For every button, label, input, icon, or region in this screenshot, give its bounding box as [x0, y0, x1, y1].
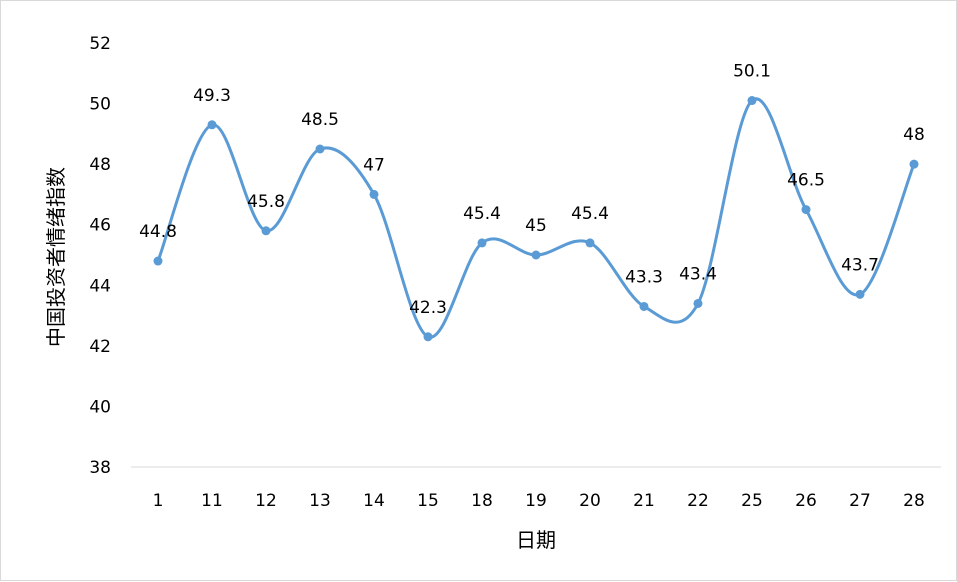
y-tick-label: 48	[89, 155, 111, 175]
data-point	[261, 226, 271, 236]
data-label: 45.4	[571, 204, 609, 224]
x-tick-label: 20	[579, 491, 601, 511]
data-label: 47	[363, 155, 385, 175]
data-point	[801, 205, 811, 215]
y-tick-label: 42	[89, 337, 111, 357]
data-point	[855, 289, 865, 299]
x-tick-label: 18	[471, 491, 493, 511]
data-point	[585, 238, 595, 248]
data-point	[639, 301, 649, 311]
y-axis-ticks: 38 40 42 44 46 48 50 52	[89, 34, 111, 478]
x-tick-label: 11	[201, 491, 223, 511]
x-tick-label: 12	[255, 491, 277, 511]
data-label: 50.1	[733, 62, 771, 82]
y-tick-label: 44	[89, 276, 111, 296]
y-tick-label: 52	[89, 34, 111, 54]
data-label: 43.7	[841, 255, 879, 275]
data-label: 46.5	[787, 171, 825, 191]
x-tick-label: 21	[633, 491, 655, 511]
data-point	[693, 298, 703, 308]
data-label: 45	[525, 216, 547, 236]
data-label: 48.5	[301, 110, 339, 130]
data-label: 48	[903, 125, 925, 145]
y-tick-label: 46	[89, 216, 111, 236]
data-label: 44.8	[139, 222, 177, 242]
x-tick-label: 15	[417, 491, 439, 511]
data-point	[423, 332, 433, 342]
y-tick-label: 38	[89, 458, 111, 478]
x-tick-label: 22	[687, 491, 709, 511]
data-label: 42.3	[409, 298, 447, 318]
x-tick-label: 1	[153, 491, 164, 511]
data-point	[207, 120, 217, 130]
x-axis-title: 日期	[516, 528, 556, 552]
x-tick-label: 19	[525, 491, 547, 511]
x-axis-ticks: 1 11 12 13 14 15 18 19 20 21 22 25 26 27 28	[153, 491, 925, 511]
data-points	[153, 96, 919, 342]
x-tick-label: 28	[903, 491, 925, 511]
data-point	[369, 189, 379, 199]
x-tick-label: 25	[741, 491, 763, 511]
x-tick-label: 27	[849, 491, 871, 511]
data-point	[153, 256, 163, 266]
y-tick-label: 40	[89, 397, 111, 417]
data-point	[315, 144, 325, 154]
data-label: 49.3	[193, 86, 231, 106]
data-point	[477, 238, 487, 248]
x-tick-label: 13	[309, 491, 331, 511]
x-tick-label: 26	[795, 491, 817, 511]
data-label: 43.3	[625, 267, 663, 287]
data-label: 45.4	[463, 204, 501, 224]
data-label: 45.8	[247, 192, 285, 212]
data-labels: 44.8 49.3 45.8 48.5 47 42.3 45.4 45 45.4 43.3 43.4…	[139, 62, 925, 318]
data-label: 43.4	[679, 264, 717, 284]
y-axis-title: 中国投资者情绪指数	[44, 167, 68, 347]
data-point	[909, 159, 919, 169]
y-tick-label: 50	[89, 95, 111, 115]
data-point	[747, 96, 757, 106]
data-point	[531, 250, 541, 260]
x-tick-label: 14	[363, 491, 385, 511]
